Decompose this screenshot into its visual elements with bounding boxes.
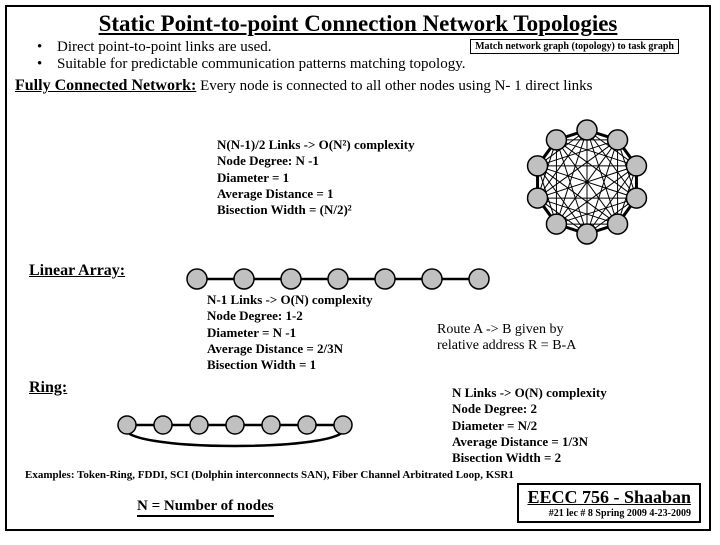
footer-main: EECC 756 - Shaaban xyxy=(527,487,691,508)
metric-line: Average Distance = 1/3N xyxy=(452,434,607,450)
examples-text: Examples: Token-Ring, FDDI, SCI (Dolphin… xyxy=(25,469,514,481)
metric-line: N Links -> O(N) complexity xyxy=(452,385,607,401)
ring-metrics: N Links -> O(N) complexity Node Degree: … xyxy=(452,385,607,466)
fc-desc: Every node is connected to all other nod… xyxy=(200,78,592,94)
bullet-item: • Suitable for predictable communication… xyxy=(37,56,689,73)
route-note: Route A -> B given by relative address R… xyxy=(437,322,576,354)
ring-label: Ring: xyxy=(29,379,67,397)
metric-line: Node Degree: 1-2 xyxy=(207,308,373,324)
slide: Static Point-to-point Connection Network… xyxy=(5,5,711,531)
metric-line: Diameter = 1 xyxy=(217,170,415,186)
annotation-box: Match network graph (topology) to task g… xyxy=(470,39,679,54)
route-line: relative address R = B-A xyxy=(437,338,576,354)
bullet-dot: • xyxy=(37,39,57,56)
n-note: N = Number of nodes xyxy=(137,498,274,517)
fc-metrics: N(N-1)/2 Links -> O(N²) complexity Node … xyxy=(217,137,415,218)
bullet-dot: • xyxy=(37,56,57,73)
metric-line: Bisection Width = 2 xyxy=(452,450,607,466)
footer-box: EECC 756 - Shaaban #21 lec # 8 Spring 20… xyxy=(517,483,701,523)
bullet-text: Suitable for predictable communication p… xyxy=(57,56,466,73)
route-line: Route A -> B given by xyxy=(437,322,576,338)
metric-line: Average Distance = 2/3N xyxy=(207,341,373,357)
footer-sub: #21 lec # 8 Spring 2009 4-23-2009 xyxy=(527,508,691,519)
slide-title: Static Point-to-point Connection Network… xyxy=(7,11,709,37)
fc-label: Fully Connected Network: xyxy=(15,77,196,94)
linear-label: Linear Array: xyxy=(29,262,125,280)
metric-line: Bisection Width = (N/2)² xyxy=(217,202,415,218)
bullet-text: Direct point-to-point links are used. xyxy=(57,39,272,56)
metric-line: N(N-1)/2 Links -> O(N²) complexity xyxy=(217,137,415,153)
metric-line: Average Distance = 1 xyxy=(217,186,415,202)
metric-line: Node Degree: 2 xyxy=(452,401,607,417)
metric-line: Node Degree: N -1 xyxy=(217,153,415,169)
bullet-list: Match network graph (topology) to task g… xyxy=(37,39,689,73)
metric-line: Diameter = N -1 xyxy=(207,325,373,341)
metric-line: Diameter = N/2 xyxy=(452,418,607,434)
la-metrics: N-1 Links -> O(N) complexity Node Degree… xyxy=(207,292,373,373)
fully-connected-row: Fully Connected Network: Every node is c… xyxy=(15,77,701,95)
metric-line: Bisection Width = 1 xyxy=(207,357,373,373)
metric-line: N-1 Links -> O(N) complexity xyxy=(207,292,373,308)
